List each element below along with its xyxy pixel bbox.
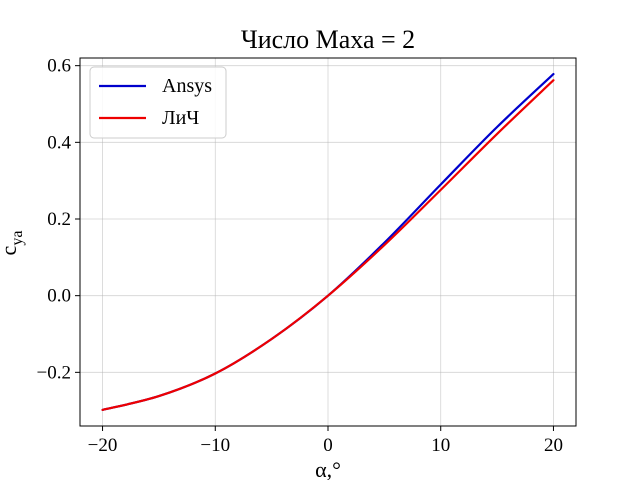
x-tick-label: 0	[323, 435, 333, 456]
x-axis-label: α,°	[315, 457, 341, 480]
y-tick-label: 0.4	[47, 132, 71, 153]
legend: Ansys ЛиЧ	[89, 66, 227, 139]
series-line-lich	[101, 79, 555, 411]
y-axis-label-sub: ya	[9, 231, 26, 246]
y-tick-label: 0.0	[47, 286, 71, 307]
y-axis-label-main: c	[0, 245, 21, 255]
legend-box	[89, 66, 227, 139]
x-tick-label: 10	[431, 435, 450, 456]
ticks: −20 −10 0 10 20 −0.2 0.0 0.2 0.4 0.6	[37, 56, 563, 456]
chart-title: Число Маха = 2	[241, 25, 415, 54]
y-axis-label: cya	[0, 231, 26, 256]
x-tick-label: 20	[544, 435, 563, 456]
y-tick-label: 0.6	[47, 56, 71, 77]
legend-label-lich: ЛиЧ	[162, 107, 199, 129]
series-lines	[101, 73, 555, 411]
x-tick-label: −10	[200, 435, 230, 456]
x-tick-label: −20	[88, 435, 118, 456]
legend-label-ansys: Ansys	[162, 75, 212, 97]
y-tick-label: −0.2	[37, 362, 71, 383]
y-tick-label: 0.2	[47, 209, 71, 230]
